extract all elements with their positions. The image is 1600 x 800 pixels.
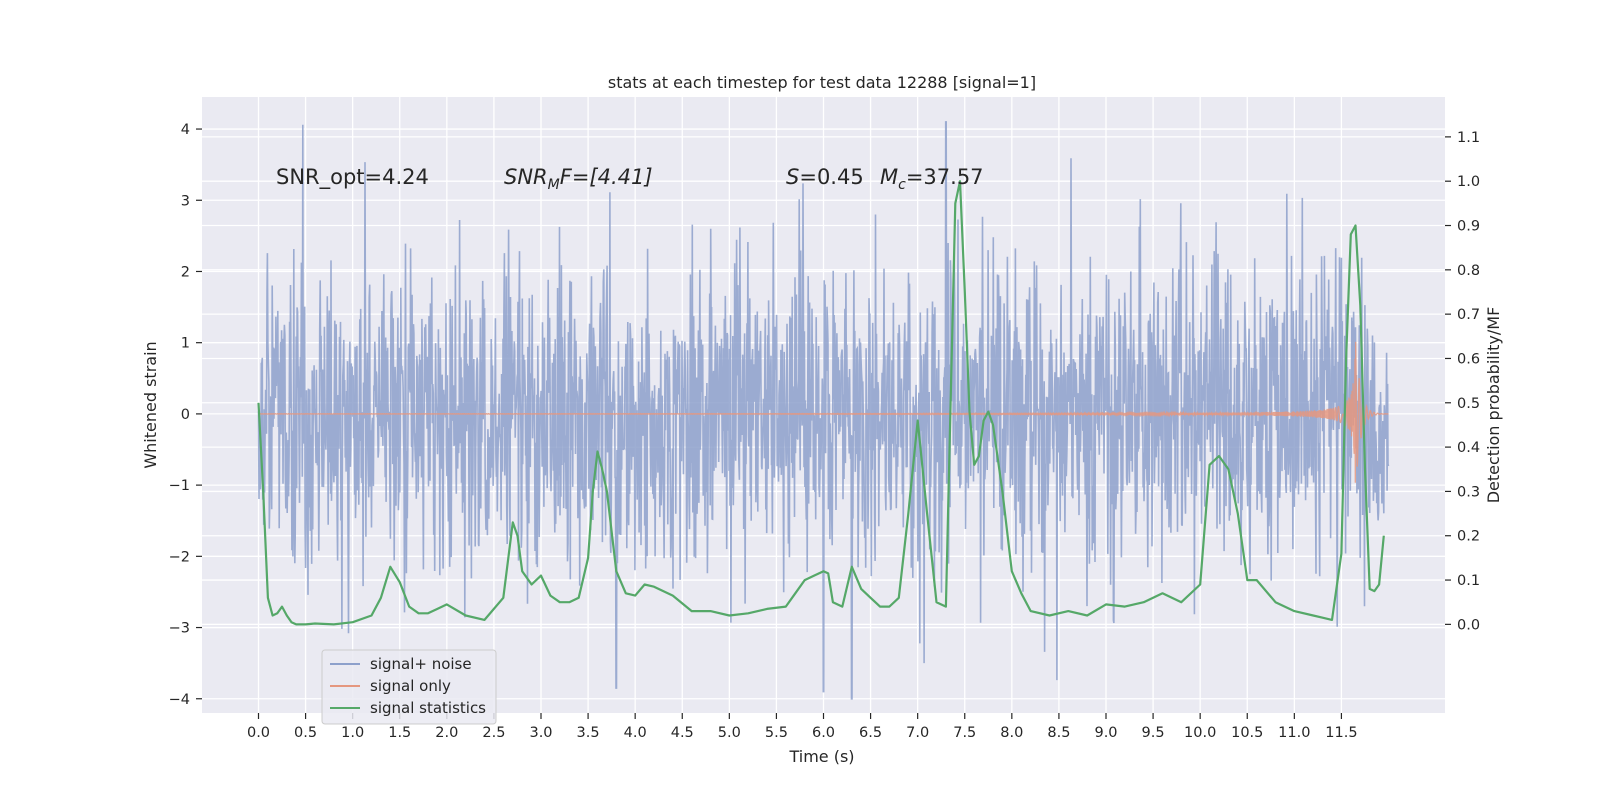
x-tick-label: 3.0 — [529, 725, 552, 741]
snr-mf-annotation: SNRMF=[4.41] — [504, 165, 653, 193]
signal-noise-line — [257, 121, 1390, 700]
y-tick-label: −2 — [169, 549, 190, 565]
y2-tick-label: 0.3 — [1457, 484, 1480, 500]
x-axis-label: Time (s) — [788, 747, 854, 766]
y2-tick-label: 0.6 — [1457, 351, 1480, 367]
x-tick-label: 5.0 — [718, 725, 741, 741]
x-tick-label: 4.0 — [624, 725, 647, 741]
y2-axis-ticks: 0.0 0.1 0.2 0.3 0.4 0.5 0.6 0.7 0.8 0.9 1.0 1.1 — [1445, 130, 1480, 633]
y2-tick-label: 0.5 — [1457, 396, 1480, 412]
x-tick-label: 0.0 — [247, 725, 270, 741]
x-tick-label: 11.5 — [1325, 725, 1357, 741]
s-annotation: S=0.45 — [786, 165, 864, 189]
y-axis-label: Whitened strain — [141, 341, 160, 468]
y-tick-label: −1 — [169, 478, 190, 494]
x-tick-label: 1.0 — [341, 725, 364, 741]
x-tick-label: 10.0 — [1184, 725, 1216, 741]
x-tick-label: 7.5 — [953, 725, 976, 741]
y-tick-label: 4 — [181, 122, 190, 138]
x-tick-label: 9.0 — [1094, 725, 1117, 741]
x-tick-label: 3.5 — [577, 725, 600, 741]
signal-noise-series — [257, 121, 1390, 700]
y2-tick-label: 1.1 — [1457, 130, 1480, 146]
y-tick-label: 0 — [181, 407, 190, 423]
y2-tick-label: 0.7 — [1457, 307, 1480, 323]
x-tick-label: 5.5 — [765, 725, 788, 741]
y-axis-ticks: −4 −3 −2 −1 0 1 2 3 4 — [169, 122, 202, 708]
legend-label-signal-only: signal only — [370, 677, 451, 695]
y2-axis-label: Detection probability/MF — [1484, 307, 1503, 504]
y2-tick-label: 0.8 — [1457, 263, 1480, 279]
x-tick-label: 6.5 — [859, 725, 882, 741]
signal-only-series — [258, 341, 1389, 483]
y-tick-label: 2 — [181, 264, 190, 280]
signal-statistics-series — [257, 180, 1385, 626]
x-tick-label: 2.5 — [482, 725, 505, 741]
x-tick-label: 2.0 — [435, 725, 458, 741]
legend: signal+ noise signal only signal statist… — [321, 649, 497, 725]
y2-tick-label: 0.0 — [1457, 617, 1480, 633]
y2-tick-label: 0.2 — [1457, 529, 1480, 545]
x-axis-ticks: 0.0 0.5 1.0 1.5 2.0 2.5 3.0 3.5 4.0 4.5 5.0 5.5 6.0 6… — [247, 713, 1358, 741]
x-tick-label: 6.0 — [812, 725, 835, 741]
signal-statistics-line — [257, 180, 1385, 626]
signal-only-line — [258, 341, 1389, 483]
x-tick-label: 9.5 — [1142, 725, 1165, 741]
x-tick-label: 10.5 — [1231, 725, 1263, 741]
snr-opt-annotation: SNR_opt=4.24 — [276, 165, 429, 190]
x-tick-label: 11.0 — [1278, 725, 1310, 741]
legend-label-signal-statistics: signal statistics — [370, 699, 486, 717]
mc-annotation: Mc=37.57 — [880, 165, 984, 193]
x-tick-label: 8.5 — [1047, 725, 1070, 741]
chart-title: stats at each timestep for test data 122… — [608, 73, 1036, 92]
x-tick-label: 0.5 — [294, 725, 317, 741]
legend-label-signal-noise: signal+ noise — [370, 655, 472, 673]
y-tick-label: 3 — [181, 193, 190, 209]
y-tick-label: 1 — [181, 336, 190, 352]
y2-tick-label: 0.9 — [1457, 219, 1480, 235]
y2-tick-label: 0.1 — [1457, 573, 1480, 589]
x-tick-label: 1.5 — [388, 725, 411, 741]
y2-tick-label: 0.4 — [1457, 440, 1480, 456]
y2-tick-label: 1.0 — [1457, 174, 1480, 190]
x-tick-label: 4.5 — [671, 725, 694, 741]
y-tick-label: −3 — [169, 621, 190, 637]
legend-box — [321, 649, 497, 725]
x-tick-label: 8.0 — [1000, 725, 1023, 741]
y-tick-label: −4 — [169, 692, 190, 708]
x-tick-label: 7.0 — [906, 725, 929, 741]
